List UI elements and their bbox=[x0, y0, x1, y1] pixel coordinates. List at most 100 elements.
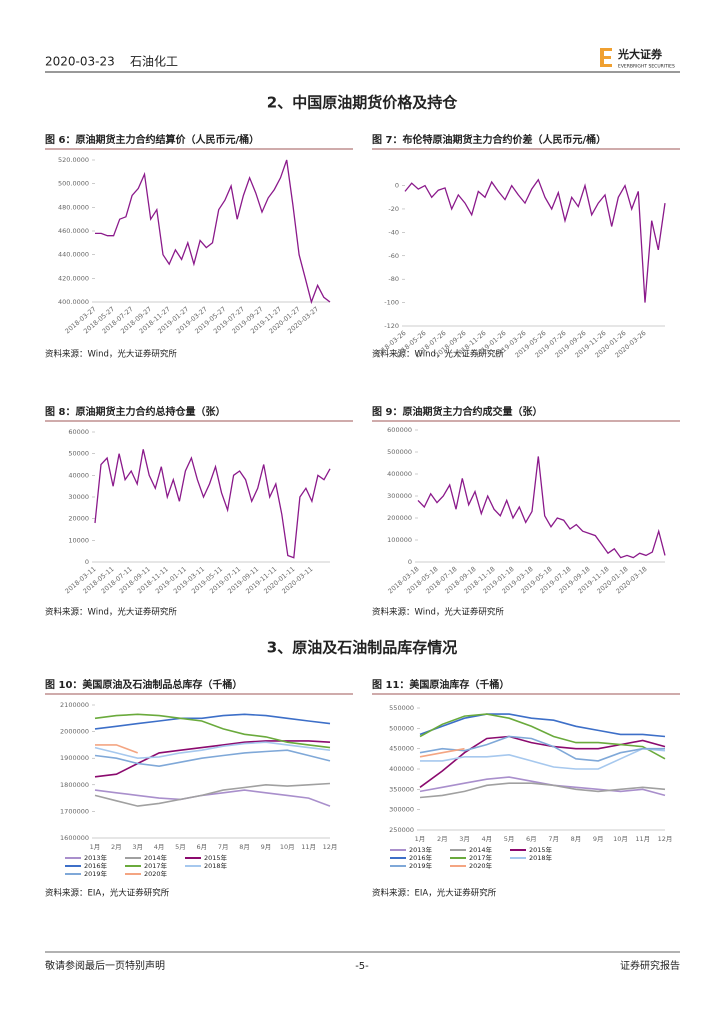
y-tick-label: 400000 bbox=[387, 470, 412, 478]
y-tick-label: 0 bbox=[395, 182, 399, 190]
legend-label: 2018年 bbox=[529, 853, 553, 862]
page-number: -5- bbox=[355, 961, 369, 972]
x-tick-label: 8月 bbox=[571, 835, 582, 843]
y-tick-label: 300000 bbox=[387, 492, 412, 500]
y-tick-label: 200000 bbox=[387, 514, 412, 522]
footer-left: 敬请参阅最后一页特别声明 bbox=[45, 959, 165, 972]
x-tick-label: 8月 bbox=[239, 843, 250, 851]
y-tick-label: -120 bbox=[384, 322, 399, 330]
data-line bbox=[94, 449, 331, 559]
legend-label: 2016年 bbox=[409, 853, 433, 862]
legend-label: 2019年 bbox=[84, 869, 108, 878]
logo-subtext: EVERBRIGHT SECURITIES bbox=[618, 64, 675, 70]
footer-right: 证券研究报告 bbox=[620, 959, 680, 972]
chart-title: 图 6：原油期货主力合约结算价（人民币元/桶） bbox=[45, 133, 259, 146]
legend-label: 2020年 bbox=[144, 869, 168, 878]
y-tick-label: 420.0000 bbox=[58, 274, 89, 282]
data-line bbox=[419, 713, 666, 760]
legend-label: 2015年 bbox=[204, 853, 228, 862]
y-tick-label: 30000 bbox=[68, 493, 89, 501]
data-line bbox=[419, 782, 666, 799]
y-tick-label: 0 bbox=[408, 558, 412, 566]
x-tick-label: 10月 bbox=[280, 843, 295, 851]
y-tick-label: 440.0000 bbox=[58, 251, 89, 259]
y-tick-label: 600000 bbox=[387, 426, 412, 434]
data-line bbox=[404, 178, 666, 303]
y-tick-label: -60 bbox=[388, 252, 399, 260]
data-line bbox=[419, 776, 666, 797]
y-tick-label: 2100000 bbox=[60, 701, 89, 709]
y-tick-label: 450000 bbox=[389, 745, 414, 753]
data-line bbox=[94, 741, 331, 760]
y-tick-label: 550000 bbox=[389, 704, 414, 712]
legend-label: 2017年 bbox=[144, 861, 168, 870]
x-tick-label: 9月 bbox=[261, 843, 272, 851]
chart-title: 图 10：美国原油及石油制品总库存（千桶） bbox=[45, 678, 242, 691]
x-tick-label: 3月 bbox=[459, 835, 470, 843]
x-tick-label: 4月 bbox=[481, 835, 492, 843]
y-tick-label: -20 bbox=[388, 205, 399, 213]
chart-source: 资料来源：EIA，光大证券研究所 bbox=[372, 888, 497, 899]
x-tick-label: 7月 bbox=[548, 835, 559, 843]
y-tick-label: 2000000 bbox=[60, 728, 89, 736]
data-line bbox=[94, 749, 331, 768]
report-date: 2020-03-23 bbox=[45, 55, 115, 69]
logo-text: 光大证券 bbox=[617, 47, 663, 61]
legend-label: 2020年 bbox=[469, 861, 493, 870]
chart-title: 图 8：原油期货主力合约总持仓量（张） bbox=[45, 405, 225, 418]
data-line bbox=[95, 744, 138, 754]
y-tick-label: 20000 bbox=[68, 515, 89, 523]
chart-title: 图 7：布伦特原油期货主力合约价差（人民币元/桶） bbox=[372, 133, 606, 146]
y-tick-label: 60000 bbox=[68, 428, 89, 436]
x-tick-label: 5月 bbox=[175, 843, 186, 851]
data-line bbox=[94, 782, 331, 807]
x-tick-label: 2月 bbox=[111, 843, 122, 851]
section-title: 3、原油及石油制品库存情况 bbox=[267, 639, 457, 657]
chart-source: 资料来源：Wind，光大证券研究所 bbox=[45, 349, 177, 360]
y-tick-label: 0 bbox=[85, 558, 89, 566]
y-tick-label: 400000 bbox=[389, 765, 414, 773]
legend-label: 2013年 bbox=[409, 845, 433, 854]
y-tick-label: 300000 bbox=[389, 806, 414, 814]
data-line bbox=[419, 735, 666, 788]
data-line bbox=[94, 740, 331, 778]
y-tick-label: -80 bbox=[388, 275, 399, 283]
legend-label: 2016年 bbox=[84, 861, 108, 870]
legend-label: 2015年 bbox=[529, 845, 553, 854]
y-tick-label: 1600000 bbox=[60, 834, 89, 842]
y-tick-label: 500000 bbox=[389, 724, 414, 732]
chart-source: 资料来源：Wind，光大证券研究所 bbox=[372, 607, 504, 618]
chart-title: 图 9：原油期货主力合约成交量（张） bbox=[372, 405, 542, 418]
y-tick-label: 520.0000 bbox=[58, 156, 89, 164]
y-tick-label: -100 bbox=[384, 299, 399, 307]
y-tick-label: 1900000 bbox=[60, 754, 89, 762]
x-tick-label: 10月 bbox=[613, 835, 628, 843]
data-line bbox=[95, 159, 331, 305]
legend-label: 2018年 bbox=[204, 861, 228, 870]
data-line bbox=[417, 456, 666, 559]
x-tick-label: 7月 bbox=[218, 843, 229, 851]
chart-source: 资料来源：Wind，光大证券研究所 bbox=[372, 349, 504, 360]
data-line bbox=[419, 713, 666, 738]
legend-label: 2014年 bbox=[469, 845, 493, 854]
x-tick-label: 6月 bbox=[196, 843, 207, 851]
y-tick-label: 50000 bbox=[68, 450, 89, 458]
y-tick-label: 400.0000 bbox=[58, 298, 89, 306]
data-line bbox=[94, 789, 331, 807]
y-tick-label: 480.0000 bbox=[58, 203, 89, 211]
x-tick-label: 12月 bbox=[658, 835, 673, 843]
x-tick-label: 4月 bbox=[154, 843, 165, 851]
y-tick-label: 350000 bbox=[389, 785, 414, 793]
data-line bbox=[419, 747, 465, 758]
x-tick-label: 12月 bbox=[323, 843, 338, 851]
y-tick-label: 1700000 bbox=[60, 807, 89, 815]
legend-label: 2019年 bbox=[409, 861, 433, 870]
legend-label: 2017年 bbox=[469, 853, 493, 862]
data-line bbox=[94, 713, 331, 749]
legend-label: 2014年 bbox=[144, 853, 168, 862]
y-tick-label: 250000 bbox=[389, 826, 414, 834]
x-tick-label: 6月 bbox=[526, 835, 537, 843]
y-tick-label: -40 bbox=[388, 228, 399, 236]
